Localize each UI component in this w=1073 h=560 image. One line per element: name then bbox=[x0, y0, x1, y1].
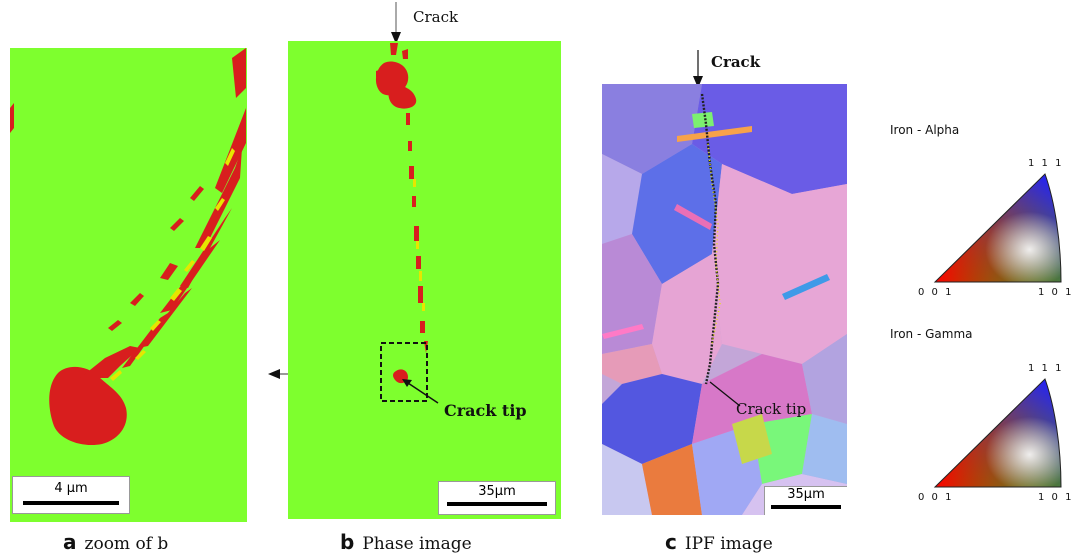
legend-alpha-title: Iron - Alpha bbox=[890, 123, 960, 137]
caption-text-c: IPF image bbox=[684, 534, 773, 554]
phase-zoom-image: 4 µm bbox=[10, 48, 247, 522]
ipf-triangle-alpha bbox=[933, 173, 1062, 283]
phase-zoom-map bbox=[10, 48, 247, 522]
legend-gamma-title: Iron - Gamma bbox=[890, 327, 973, 341]
legend-alpha-111: 1 1 1 bbox=[1028, 158, 1064, 169]
ipf-map bbox=[602, 84, 847, 515]
caption-c: c IPF image bbox=[665, 530, 773, 554]
legend-alpha-001: 0 0 1 bbox=[918, 287, 954, 298]
scale-line-c bbox=[771, 505, 841, 509]
crack-arrow-b bbox=[391, 2, 401, 44]
caption-b: b Phase image bbox=[340, 530, 472, 554]
crack-tip-label-b: Crack tip bbox=[444, 401, 527, 420]
phase-map bbox=[288, 41, 561, 519]
caption-letter-b: b bbox=[340, 530, 355, 554]
phase-image: Crack tip 35µm bbox=[288, 41, 561, 519]
caption-text-b: Phase image bbox=[362, 534, 472, 554]
ipf-triangle-gamma bbox=[933, 378, 1062, 488]
scale-label-a: 4 µm bbox=[54, 481, 88, 496]
scale-bar-b: 35µm bbox=[438, 481, 556, 515]
legend-gamma-001: 0 0 1 bbox=[918, 492, 954, 503]
scale-label-c: 35µm bbox=[787, 487, 825, 502]
legend-alpha-101: 1 0 1 bbox=[1038, 287, 1073, 298]
caption-letter-c: c bbox=[665, 530, 677, 554]
legend-gamma-111: 1 1 1 bbox=[1028, 363, 1064, 374]
caption-letter-a: a bbox=[63, 530, 77, 554]
crack-tip-label-c: Crack tip bbox=[736, 400, 807, 418]
caption-a: a zoom of b bbox=[63, 530, 168, 554]
caption-text-a: zoom of b bbox=[84, 534, 169, 554]
scale-bar-c: 35µm bbox=[764, 486, 847, 515]
scale-bar-a: 4 µm bbox=[12, 476, 130, 514]
scale-label-b: 35µm bbox=[478, 484, 516, 499]
crack-arrow-c bbox=[693, 50, 703, 88]
ipf-image: Crack tip 35µm bbox=[602, 84, 847, 515]
crack-label-c: Crack bbox=[711, 53, 761, 71]
scale-line-b bbox=[447, 502, 547, 506]
crack-label-b: Crack bbox=[413, 8, 459, 26]
scale-line-a bbox=[23, 501, 119, 505]
legend-gamma-101: 1 0 1 bbox=[1038, 492, 1073, 503]
